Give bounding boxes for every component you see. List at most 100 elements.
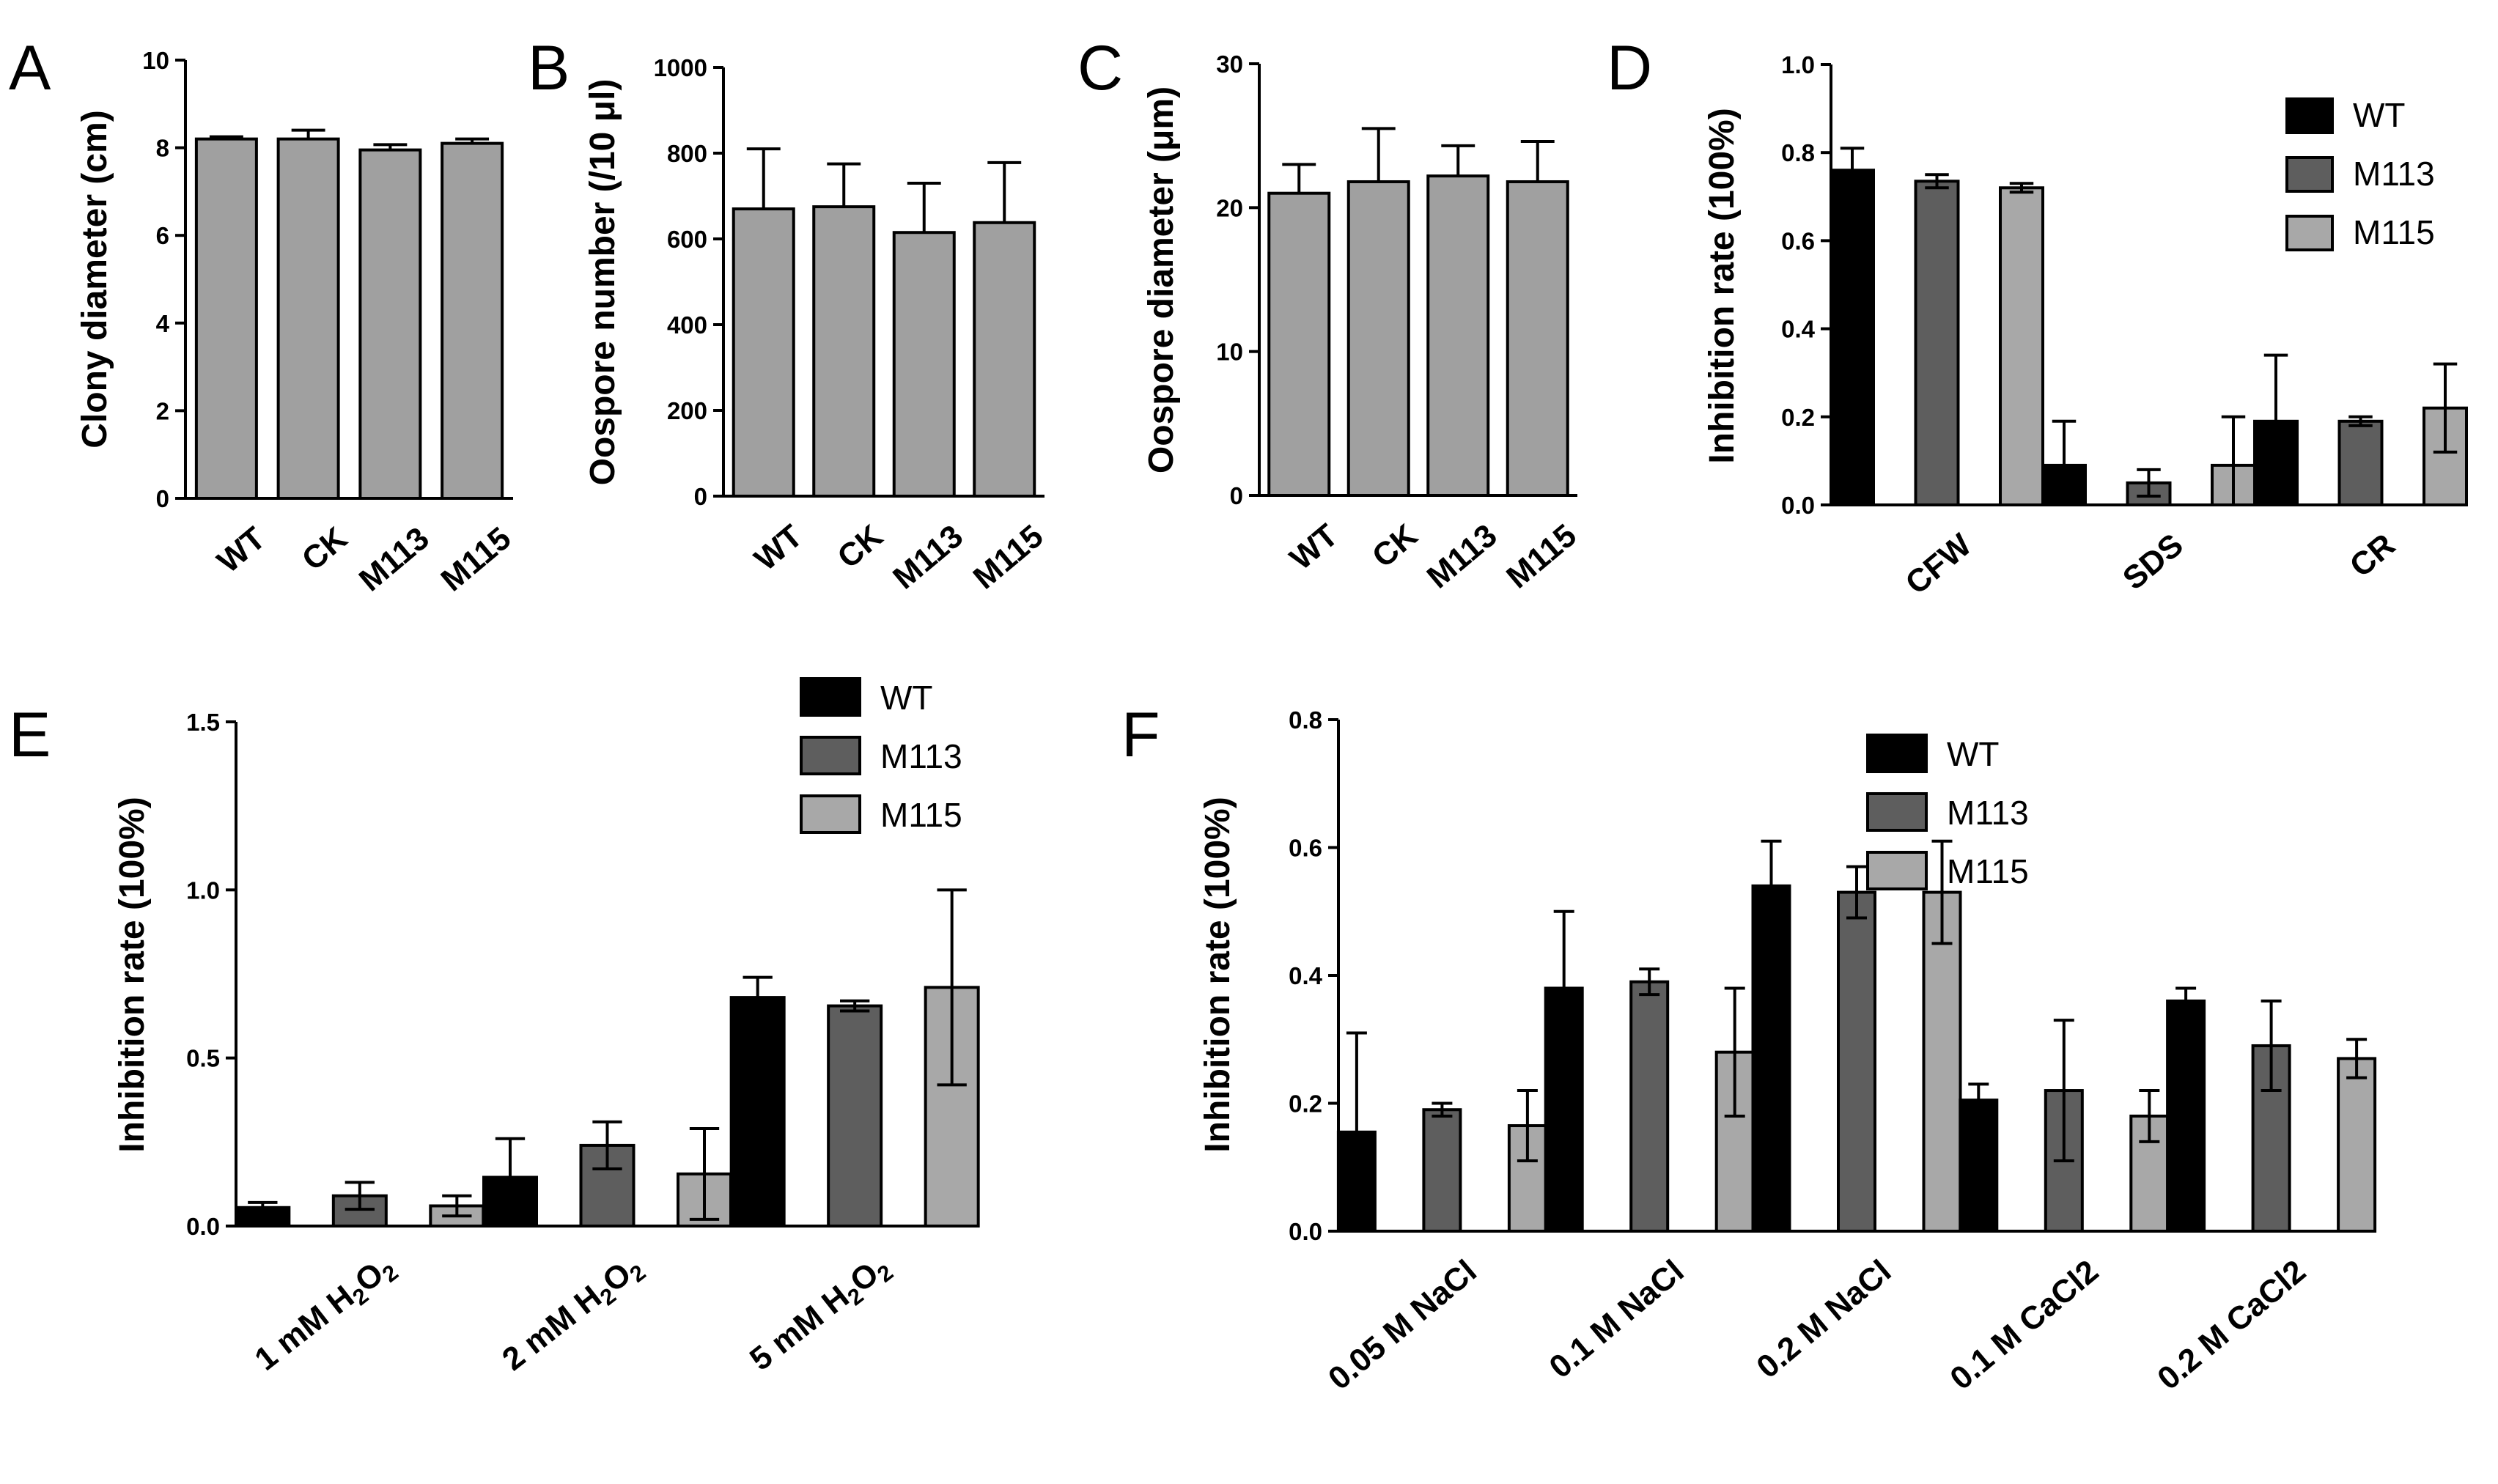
panel-letter-e: E [9,700,51,770]
y-tick-label: 4 [156,310,170,337]
y-tick-label: 0.0 [1781,492,1815,519]
legend: WT M113 M115 [2285,96,2435,251]
y-axis-label: Clony diameter (cm) [75,110,114,448]
bar [812,205,876,498]
legend-label: WT [1947,735,2000,773]
bar [2166,999,2206,1233]
bar [2337,419,2384,506]
chart-panel-d: 0.0 0.2 0.4 0.6 0.8 1.0 Inhibition rate (100%)… [1703,51,2468,602]
bar [276,137,340,500]
bar [1959,1099,1999,1233]
legend-label: M113 [880,737,962,775]
bar [2337,1057,2377,1233]
bar [729,996,786,1228]
x-tick-label: SDS [2116,527,2190,597]
x-tick-label: CR [2343,527,2402,584]
legend-swatch [1866,734,1928,773]
y-tick-label: 0 [1230,482,1243,509]
bar [1346,180,1410,497]
legend-swatch [800,677,861,717]
bar [1914,180,1960,506]
y-tick-label: 6 [156,222,169,249]
bar [1422,1108,1462,1233]
panel-letter-d: D [1607,33,1652,103]
x-tick-label: 0.1 M CaCl2 [1944,1253,2106,1397]
y-tick-label: 0.6 [1289,835,1322,862]
x-tick-label: WT [1283,517,1345,577]
x-tick-label: CK [831,518,890,576]
legend-label: M113 [1947,794,2029,832]
legend: WT M113 M115 [1866,734,2029,890]
x-tick-label: 2 mM H2O2 [495,1248,650,1381]
x-tick-label: WT [748,518,809,578]
y-axis-label: Oospore number (/10 μl) [583,79,622,486]
y-tick-label: 0.4 [1289,962,1323,989]
legend-label: WT [880,679,933,717]
bar [732,207,795,498]
chart-panel-f: 0.0 0.2 0.4 0.6 0.8 Inhibition rate (100%) 0.0… [1198,706,2377,1397]
y-tick-label: 0.0 [1289,1218,1322,1245]
bar [973,221,1036,498]
y-tick-label: 0.4 [1781,316,1816,343]
x-tick-label: CK [295,520,354,578]
y-tick-label: 0.2 [1289,1090,1322,1118]
legend-swatch [800,736,861,775]
legend-swatch [2285,97,2334,134]
y-tick-label: 30 [1216,51,1243,78]
x-tick-label: CK [1366,517,1424,575]
bar [1267,191,1331,497]
x-tick-label: M113 [886,518,970,597]
y-axis-label: Inhibition rate (100%) [113,797,152,1152]
legend-swatch [2285,156,2334,193]
x-tick-label: 0.2 M CaCl2 [2151,1253,2313,1397]
x-tick-label: 1 mM H2O2 [248,1248,403,1381]
legend: WT M113 M115 [800,677,962,834]
x-tick-label: 0.2 M NaCl [1750,1253,1898,1386]
bar [358,148,422,500]
bar [1999,186,2044,506]
bar [1837,890,1876,1233]
x-tick-label: M115 [435,520,518,599]
y-tick-label: 8 [156,135,169,162]
y-tick-label: 10 [1216,339,1243,366]
legend-swatch [2285,215,2334,251]
bar [1922,890,1962,1233]
y-tick-label: 2 [156,397,169,424]
bar [827,1004,883,1228]
legend-label: M115 [2353,213,2435,251]
bar [194,137,258,500]
y-axis-label: Inhibition rate (100%) [1198,797,1237,1152]
y-tick-label: 10 [142,47,169,74]
x-tick-label: M113 [353,520,436,599]
x-tick-label: M115 [1500,517,1583,596]
legend-label: M115 [1947,852,2029,890]
legend-swatch [800,794,861,834]
y-tick-label: 0.0 [186,1213,220,1240]
y-tick-label: 20 [1216,194,1243,221]
y-tick-label: 400 [667,311,707,339]
y-tick-label: 0.2 [1781,404,1815,431]
bar [1506,180,1569,497]
y-tick-label: 1.0 [186,876,220,904]
y-axis-label: Oospore diameter (μm) [1142,86,1181,473]
legend-swatch [1866,851,1928,890]
chart-panel-e: 0.0 0.5 1.0 1.5 Inhibition rate (100%) 1 mM H… [113,677,980,1381]
y-tick-label: 0 [156,485,169,512]
panel-letter-a: A [9,33,51,103]
bar [1629,980,1670,1233]
panel-letter-f: F [1121,700,1160,770]
x-tick-label: 5 mM H2O2 [743,1248,898,1381]
y-tick-label: 0.8 [1289,706,1322,734]
y-axis-label: Inhibition rate (100%) [1703,108,1742,463]
x-tick-label: CFW [1899,527,1979,602]
y-tick-label: 200 [667,397,707,424]
bar [892,231,956,498]
y-tick-label: 600 [667,226,707,253]
y-tick-label: 1.5 [186,709,220,736]
x-tick-label: WT [210,520,272,580]
panel-letter-c: C [1077,33,1123,103]
bar [1751,884,1791,1233]
legend-label: WT [2353,96,2406,134]
